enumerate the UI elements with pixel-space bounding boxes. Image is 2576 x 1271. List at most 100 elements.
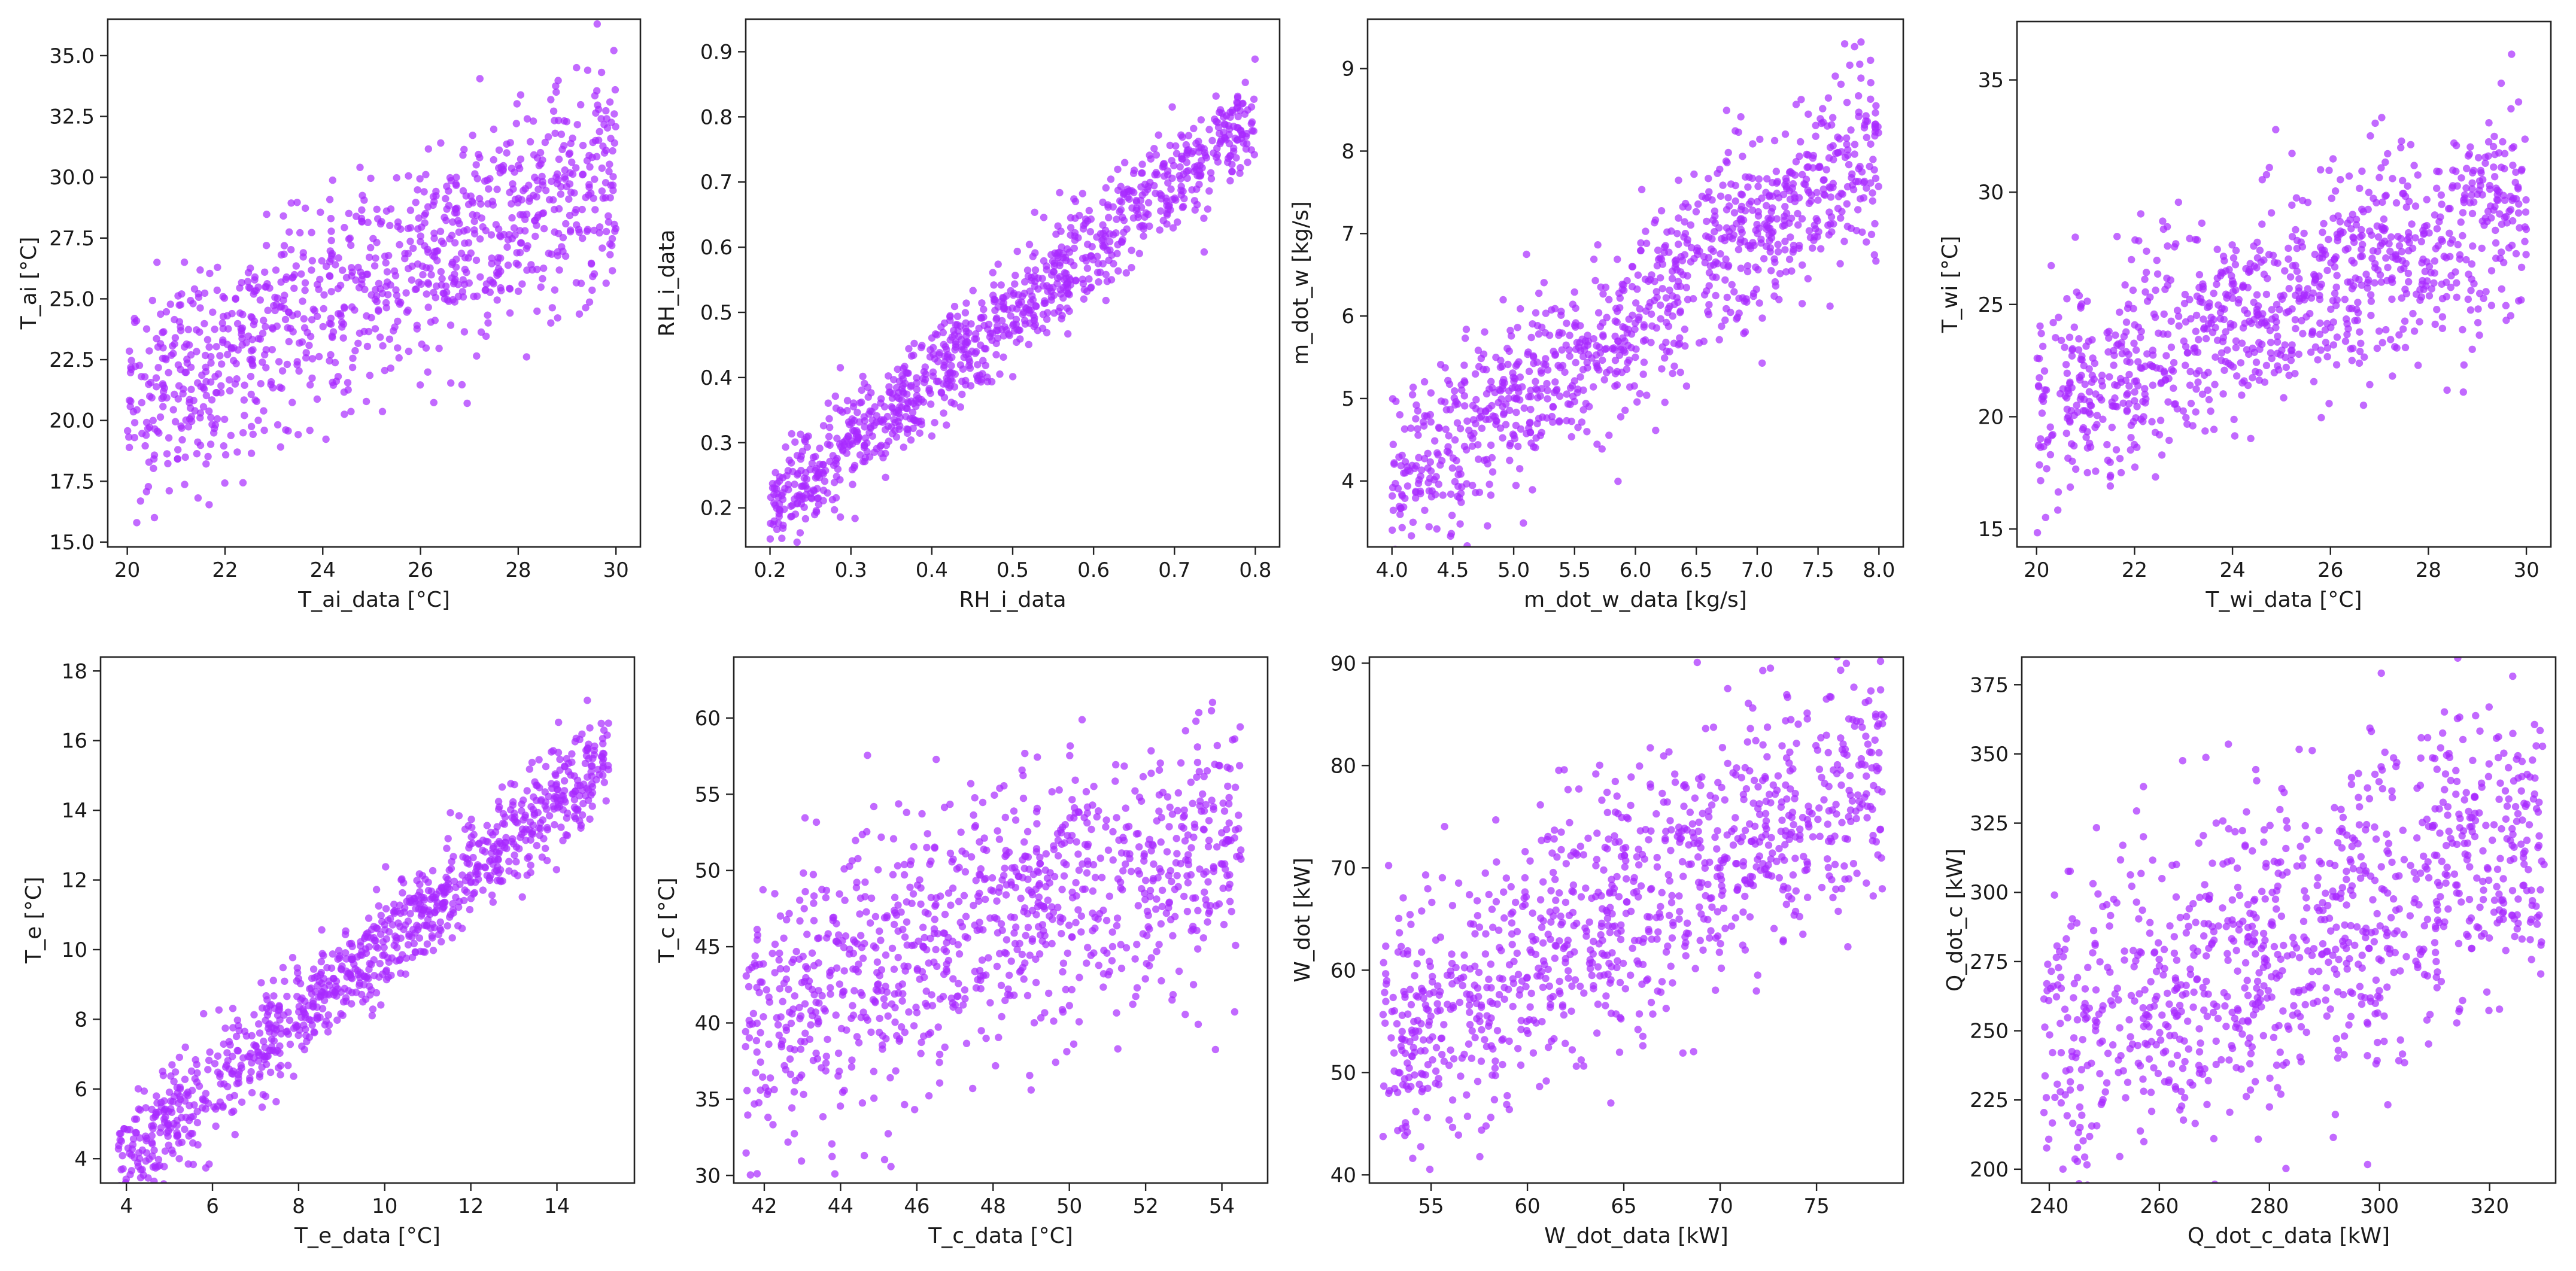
scatter-point xyxy=(1478,424,1486,432)
scatter-point xyxy=(178,436,186,444)
scatter-point xyxy=(926,390,934,397)
scatter-point xyxy=(175,382,183,390)
scatter-point xyxy=(1462,326,1471,333)
scatter-point xyxy=(2240,377,2248,385)
scatter-point xyxy=(1409,518,1417,526)
scatter-point xyxy=(1451,387,1459,395)
scatter-point xyxy=(517,155,525,163)
scatter-point xyxy=(1216,108,1223,116)
scatter-point xyxy=(587,260,596,268)
scatter-point xyxy=(1663,228,1671,236)
scatter-point xyxy=(1790,241,1798,250)
scatter-point xyxy=(1512,408,1520,416)
scatter-point xyxy=(545,196,554,203)
scatter-point xyxy=(469,131,476,139)
scatter-point xyxy=(1716,165,1724,174)
scatter-point xyxy=(295,339,303,347)
scatter-point xyxy=(1684,203,1692,211)
scatter-point xyxy=(1538,413,1547,421)
scatter-point xyxy=(495,225,503,233)
scatter-point xyxy=(2341,337,2350,345)
scatter-point xyxy=(153,335,160,343)
scatter-point xyxy=(264,306,272,314)
y-tick-label: 0.3 xyxy=(700,431,733,455)
scatter-point xyxy=(430,235,438,242)
scatter-point xyxy=(570,796,579,804)
scatter-point xyxy=(1461,402,1469,410)
scatter-point xyxy=(2119,399,2127,407)
scatter-point xyxy=(1448,464,1456,472)
scatter-point xyxy=(2443,293,2450,300)
scatter-point xyxy=(1512,482,1520,489)
scatter-point xyxy=(234,1047,242,1055)
scatter-point xyxy=(153,259,161,266)
scatter-point xyxy=(523,787,531,795)
scatter-point xyxy=(609,181,617,189)
scatter-point xyxy=(1871,123,1879,131)
scatter-point xyxy=(387,971,395,980)
scatter-point xyxy=(2171,243,2179,251)
scatter-point xyxy=(1660,248,1668,257)
scatter-point xyxy=(272,266,280,274)
scatter-point xyxy=(148,1132,156,1140)
scatter-point xyxy=(2401,343,2410,351)
scatter-point xyxy=(513,100,521,108)
scatter-point xyxy=(259,329,267,337)
scatter-point xyxy=(232,1032,241,1041)
scatter-point xyxy=(1794,209,1802,218)
scatter-point xyxy=(1844,151,1852,159)
scatter-point xyxy=(1193,172,1201,180)
scatter-point xyxy=(1451,436,1459,444)
scatter-point xyxy=(871,403,879,411)
scatter-point xyxy=(767,519,774,527)
scatter-point xyxy=(1737,264,1745,272)
scatter-point xyxy=(1121,159,1129,166)
scatter-point xyxy=(230,357,238,364)
scatter-point xyxy=(1758,359,1766,367)
scatter-point xyxy=(209,308,217,316)
scatter-point xyxy=(2410,162,2418,169)
scatter-point xyxy=(287,246,295,254)
scatter-point xyxy=(870,448,879,456)
scatter-point xyxy=(235,1021,242,1030)
scatter-point xyxy=(960,345,968,354)
scatter-point xyxy=(463,226,471,234)
scatter-point xyxy=(1414,431,1422,439)
scatter-point xyxy=(406,238,414,245)
scatter-point xyxy=(1579,386,1587,394)
scatter-point xyxy=(1787,233,1794,241)
scatter-point xyxy=(1786,195,1794,203)
scatter-point xyxy=(474,862,482,871)
scatter-point xyxy=(2435,218,2443,226)
scatter-point xyxy=(339,266,347,274)
scatter-point xyxy=(980,345,989,352)
scatter-point xyxy=(2288,233,2296,241)
scatter-point xyxy=(2341,296,2349,303)
scatter-point xyxy=(2512,168,2520,176)
scatter-point xyxy=(2062,361,2070,369)
scatter-point xyxy=(1007,312,1014,320)
scatter-point xyxy=(1812,225,1819,233)
scatter-point xyxy=(181,1043,189,1051)
scatter-point xyxy=(776,477,783,485)
scatter-point xyxy=(2127,434,2135,442)
x-tick-label: 20 xyxy=(2024,558,2049,582)
scatter-point xyxy=(332,377,341,385)
scatter-point xyxy=(1396,411,1404,419)
scatter-point xyxy=(953,312,962,320)
scatter-point xyxy=(233,1080,241,1088)
scatter-point xyxy=(189,1139,197,1147)
scatter-point xyxy=(1749,140,1757,148)
scatter-point xyxy=(586,163,594,171)
scatter-point xyxy=(1704,193,1712,201)
scatter-point xyxy=(167,1072,175,1080)
scatter-point xyxy=(322,262,330,270)
scatter-point xyxy=(1770,255,1778,263)
scatter-point xyxy=(363,342,372,351)
scatter-point xyxy=(239,429,247,437)
scatter-point xyxy=(374,215,382,223)
scatter-point xyxy=(411,285,420,293)
scatter-point xyxy=(2098,377,2106,385)
scatter-point xyxy=(408,262,416,270)
scatter-point xyxy=(1613,318,1621,326)
